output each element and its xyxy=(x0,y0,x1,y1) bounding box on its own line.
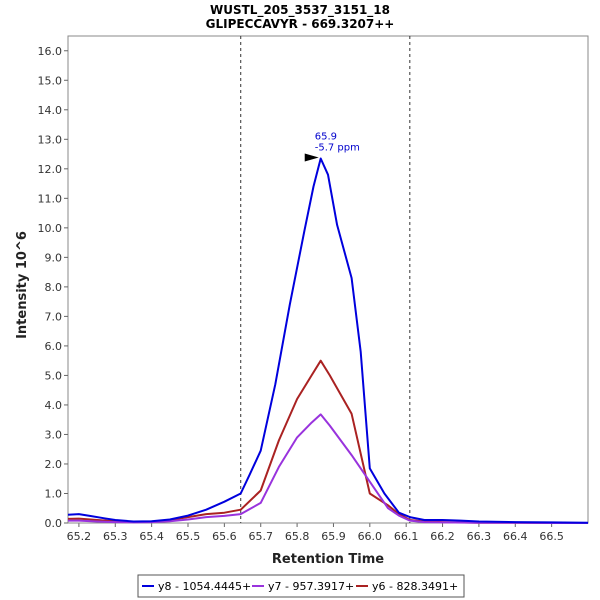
legend-entry: y7 - 957.3917+ xyxy=(268,580,354,593)
x-tick-label: 65.4 xyxy=(139,530,164,543)
chart-title: WUSTL_205_3537_3151_18 xyxy=(210,3,390,18)
x-axis-label: Retention Time xyxy=(272,552,384,567)
y-tick-label: 7.0 xyxy=(45,310,63,323)
legend: y8 - 1054.4445+ y7 - 957.3917+ y6 - 828.34… xyxy=(137,574,465,598)
x-tick-label: 66.4 xyxy=(503,530,528,543)
y-tick-label: 6.0 xyxy=(45,340,63,353)
x-tick-label: 66.3 xyxy=(467,530,492,543)
x-tick-label: 65.7 xyxy=(248,530,273,543)
y-tick-label: 16.0 xyxy=(38,45,63,58)
x-tick-label: 66.0 xyxy=(358,530,383,543)
legend-entry: y8 - 1054.4445+ xyxy=(158,580,251,593)
y-tick-label: 0.0 xyxy=(45,517,63,530)
y-tick-label: 12.0 xyxy=(38,163,63,176)
y-tick-label: 1.0 xyxy=(45,487,63,500)
y-tick-label: 14.0 xyxy=(38,104,63,117)
x-tick-label: 65.2 xyxy=(67,530,92,543)
x-tick-label: 66.5 xyxy=(539,530,564,543)
y-tick-label: 10.0 xyxy=(38,222,63,235)
x-tick-label: 65.3 xyxy=(103,530,128,543)
x-tick-label: 65.9 xyxy=(321,530,346,543)
y-tick-label: 8.0 xyxy=(45,281,63,294)
plot-area xyxy=(67,35,589,524)
peak-marker-arrow xyxy=(304,153,319,162)
peak-rt-label: 65.9 xyxy=(315,131,337,142)
x-tick-label: 66.1 xyxy=(394,530,419,543)
x-tick-label: 65.5 xyxy=(176,530,201,543)
y-tick-label: 9.0 xyxy=(45,251,63,264)
legend-entry: y6 - 828.3491+ xyxy=(372,580,458,593)
y-tick-label: 13.0 xyxy=(38,133,63,146)
x-tick-label: 65.8 xyxy=(285,530,310,543)
y-tick-label: 5.0 xyxy=(45,369,63,382)
y-tick-label: 4.0 xyxy=(45,399,63,412)
chart-subtitle: GLIPECCAVYR - 669.3207++ xyxy=(206,17,395,31)
legend-frame xyxy=(137,574,465,598)
x-axis: 65.2 65.3 65.4 65.5 65.6 65.7 65.8 65.9 66.0 66.1… xyxy=(67,522,588,543)
y-tick-label: 15.0 xyxy=(38,74,63,87)
series-line xyxy=(67,157,589,524)
series-layer xyxy=(67,157,589,524)
x-tick-label: 66.2 xyxy=(430,530,455,543)
y-axis-label: Intensity 10^6 xyxy=(15,231,30,339)
y-tick-label: 11.0 xyxy=(38,192,63,205)
x-tick-label: 65.6 xyxy=(212,530,237,543)
peak-ppm-label: -5.7 ppm xyxy=(315,142,360,153)
y-tick-label: 2.0 xyxy=(45,458,63,471)
y-tick-label: 3.0 xyxy=(45,428,63,441)
y-axis: 0.0 1.0 2.0 3.0 4.0 5.0 6.0 7.0 8.0 9.0 10.0 11.0 12… xyxy=(38,45,68,530)
